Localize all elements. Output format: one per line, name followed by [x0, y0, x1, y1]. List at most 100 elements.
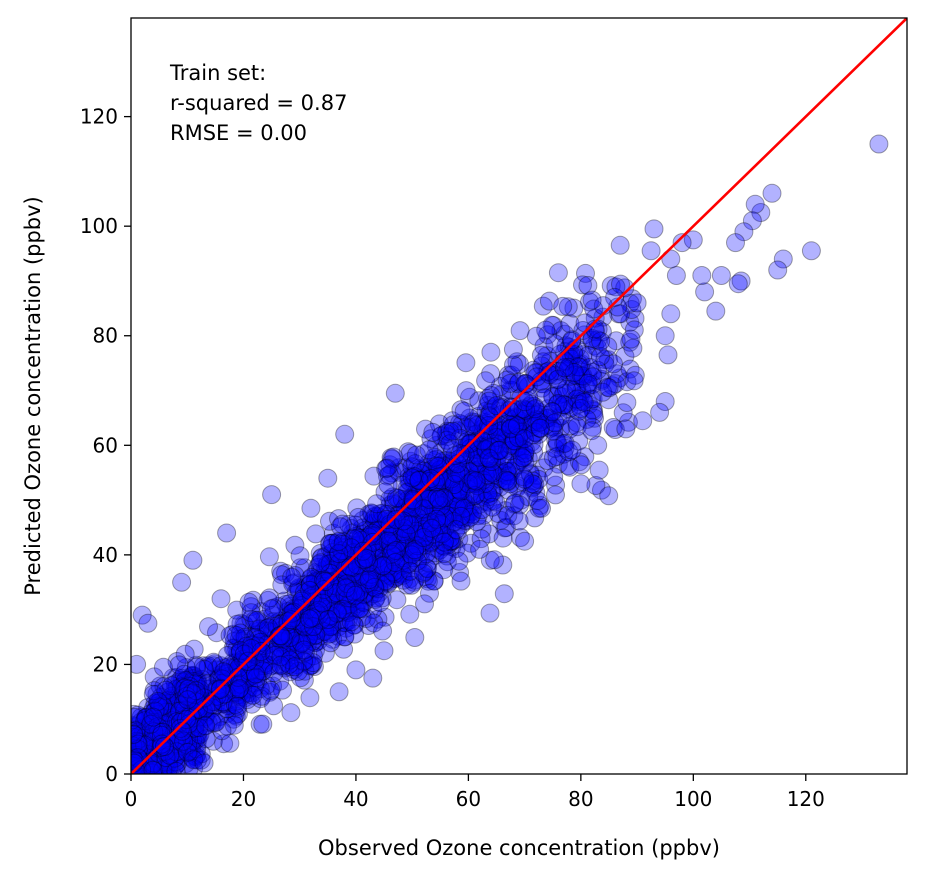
data-point: [359, 553, 379, 573]
data-point: [151, 733, 171, 752]
data-point: [606, 331, 626, 351]
data-point: [270, 671, 290, 691]
data-point: [385, 383, 405, 403]
data-point: [253, 714, 273, 734]
data-point: [214, 658, 234, 678]
data-point: [533, 296, 553, 316]
data-point: [272, 565, 292, 585]
data-point: [352, 575, 372, 595]
data-point: [253, 661, 273, 681]
data-point: [470, 539, 490, 559]
data-point: [399, 467, 419, 487]
data-point: [217, 704, 237, 723]
data-point: [229, 685, 249, 704]
data-point: [369, 579, 389, 599]
data-point: [508, 374, 528, 394]
data-point: [168, 739, 188, 759]
data-point: [345, 570, 364, 590]
data-point: [400, 529, 420, 549]
data-point: [423, 486, 443, 506]
data-point: [445, 488, 465, 508]
data-point: [541, 418, 560, 438]
data-point: [141, 704, 160, 724]
data-point: [382, 522, 401, 542]
data-point: [606, 374, 625, 394]
data-point: [271, 629, 291, 649]
data-point: [181, 740, 201, 760]
data-point: [526, 483, 546, 503]
data-point: [514, 429, 534, 449]
data-point: [366, 512, 386, 532]
data-point: [492, 384, 512, 404]
data-point: [525, 399, 545, 419]
data-point: [341, 601, 361, 621]
data-point: [132, 733, 152, 753]
data-point: [168, 731, 188, 751]
data-point: [249, 621, 269, 641]
data-point: [291, 593, 311, 613]
data-point: [403, 511, 423, 531]
data-point: [278, 637, 298, 657]
data-point: [547, 395, 567, 415]
data-point: [160, 729, 180, 749]
data-point: [405, 510, 425, 529]
data-point: [302, 655, 322, 675]
data-point: [489, 469, 509, 489]
data-point: [168, 715, 188, 735]
data-point: [239, 592, 259, 612]
data-point: [472, 519, 492, 539]
data-point: [393, 536, 413, 556]
data-point: [543, 316, 563, 335]
data-point: [493, 446, 513, 466]
data-point: [145, 693, 165, 713]
data-point: [148, 693, 168, 713]
data-point: [532, 498, 551, 518]
data-point: [227, 696, 247, 716]
data-point: [500, 474, 520, 494]
data-point: [609, 304, 629, 324]
data-point: [172, 668, 192, 688]
data-point: [150, 699, 170, 719]
data-point: [158, 695, 178, 715]
data-point: [428, 516, 448, 536]
data-point: [546, 485, 565, 505]
data-point: [520, 463, 540, 483]
data-point: [174, 710, 194, 730]
data-point: [224, 709, 243, 729]
data-point: [133, 755, 153, 774]
data-point: [469, 440, 489, 460]
data-point: [567, 377, 587, 397]
data-point: [492, 463, 512, 483]
data-point: [237, 680, 257, 700]
data-point: [440, 484, 460, 504]
data-point: [179, 741, 199, 761]
data-point: [320, 511, 339, 531]
data-point: [154, 700, 174, 720]
data-point: [320, 622, 339, 642]
data-point: [450, 488, 470, 508]
data-point: [413, 501, 433, 521]
data-point: [401, 514, 421, 534]
data-point: [577, 409, 597, 429]
data-point: [137, 737, 157, 756]
data-point: [167, 668, 187, 687]
data-point: [131, 742, 149, 761]
data-point: [254, 632, 274, 652]
data-point: [456, 353, 476, 373]
data-point: [564, 372, 584, 392]
data-point: [533, 374, 553, 394]
data-point: [545, 413, 565, 433]
data-point: [409, 529, 429, 549]
data-point: [413, 500, 433, 520]
data-point: [305, 569, 325, 589]
data-point: [423, 519, 443, 539]
data-point: [466, 425, 486, 445]
data-point: [331, 603, 351, 623]
data-point: [304, 607, 324, 627]
data-point: [521, 432, 541, 452]
data-point: [183, 550, 203, 570]
data-point: [158, 723, 178, 743]
data-point: [138, 722, 158, 742]
data-point: [140, 727, 160, 747]
data-point: [514, 439, 534, 459]
